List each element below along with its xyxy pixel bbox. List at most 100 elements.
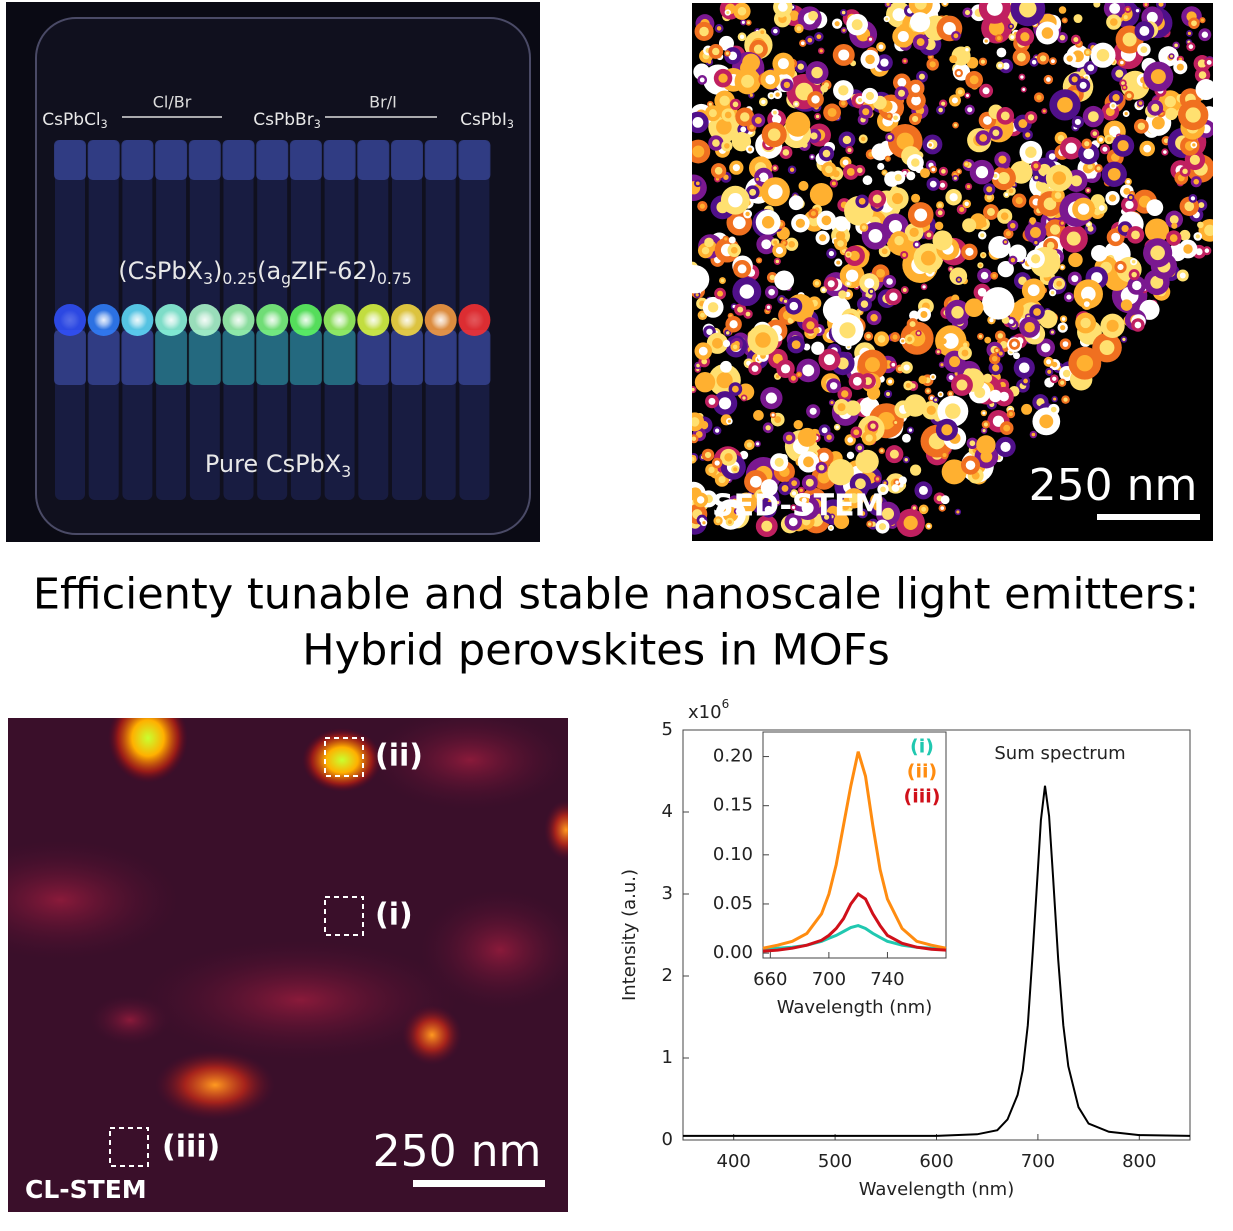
particle <box>805 345 809 349</box>
particle <box>732 216 746 230</box>
cl-emission <box>8 718 568 1120</box>
particle <box>838 221 845 229</box>
particle <box>1020 75 1024 79</box>
particle <box>988 20 1005 36</box>
particle <box>773 110 777 115</box>
particle <box>992 273 997 278</box>
emission <box>363 310 384 330</box>
vial-cap <box>424 330 457 385</box>
particle <box>737 306 744 313</box>
particle <box>1049 224 1061 235</box>
particle <box>911 84 921 93</box>
particle <box>865 54 875 65</box>
particle <box>727 419 731 423</box>
particle <box>788 10 800 21</box>
particle <box>1008 319 1014 325</box>
particle <box>1163 138 1169 144</box>
particle <box>836 260 841 265</box>
particle <box>818 464 825 471</box>
x-tick-label: 740 <box>870 969 904 990</box>
particle <box>1108 194 1117 202</box>
particle <box>732 344 738 350</box>
particle <box>789 167 795 172</box>
particle <box>1138 101 1143 105</box>
particle <box>1061 317 1066 321</box>
region-label: (iii) <box>162 1130 220 1165</box>
vial-cap <box>155 330 188 385</box>
particle <box>830 400 834 405</box>
particle <box>810 210 816 217</box>
text-part: Pure CsPbX <box>205 450 341 478</box>
particle <box>1020 32 1030 42</box>
particle <box>706 328 713 335</box>
particle <box>1009 24 1013 28</box>
particle <box>1005 231 1011 237</box>
particle <box>824 514 830 520</box>
particle <box>1125 7 1130 12</box>
particle <box>1000 212 1009 221</box>
particle <box>991 355 998 362</box>
particle <box>894 235 904 246</box>
legend-label: (iii) <box>904 786 941 808</box>
particle <box>1125 200 1134 210</box>
particle <box>810 155 814 159</box>
particle <box>1169 215 1179 224</box>
particle <box>749 188 757 196</box>
particle <box>1011 341 1018 348</box>
particle <box>728 51 738 61</box>
particle <box>860 136 866 142</box>
particle <box>881 248 888 255</box>
particle <box>1198 223 1203 227</box>
particle <box>692 145 705 158</box>
particle <box>1010 257 1016 263</box>
particle <box>845 269 859 282</box>
particle <box>1083 148 1095 160</box>
particle <box>913 195 918 201</box>
particle <box>791 117 805 131</box>
particle <box>947 465 961 479</box>
particle <box>1013 248 1023 258</box>
particle <box>1017 52 1026 62</box>
particle <box>795 218 806 228</box>
particle <box>761 216 775 229</box>
particle <box>755 177 759 181</box>
particle <box>931 375 935 379</box>
particle <box>1062 341 1069 347</box>
particle <box>1163 150 1167 154</box>
particle <box>908 173 914 179</box>
particle <box>1111 153 1120 162</box>
particle <box>920 250 936 266</box>
vial-cap <box>391 140 423 180</box>
particle <box>715 428 720 433</box>
particle <box>942 497 948 502</box>
particle <box>1003 240 1007 244</box>
particle <box>823 354 835 366</box>
particle <box>1139 25 1150 36</box>
emission <box>194 310 215 330</box>
y-tick-label: 0.10 <box>713 844 753 865</box>
particle <box>983 116 992 125</box>
particle <box>737 264 747 274</box>
particle <box>858 197 866 205</box>
vial-cap <box>87 330 120 385</box>
particle <box>1168 110 1175 118</box>
particle <box>926 232 932 238</box>
particle <box>1204 224 1213 237</box>
particle <box>746 58 756 67</box>
particle <box>902 288 907 292</box>
particle <box>1033 163 1039 169</box>
particle <box>878 44 884 50</box>
particle <box>893 115 898 121</box>
particle <box>867 522 872 526</box>
particle <box>894 174 902 182</box>
particle <box>1056 280 1063 287</box>
particle <box>891 362 896 367</box>
particle <box>699 377 711 388</box>
particle <box>714 166 723 175</box>
particle <box>708 109 717 118</box>
particle <box>903 515 918 531</box>
particle <box>1057 97 1073 113</box>
particle <box>961 349 969 357</box>
particle <box>816 34 822 40</box>
particle <box>1132 280 1142 291</box>
